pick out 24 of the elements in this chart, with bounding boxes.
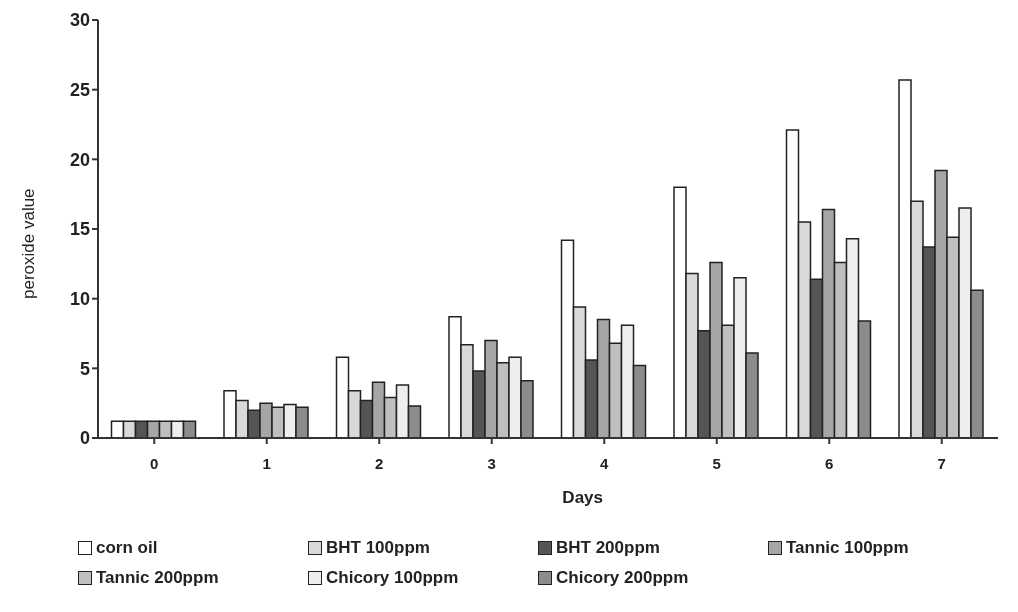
y-tick-label: 25 — [69, 80, 90, 101]
x-tick-label: 2 — [375, 454, 384, 472]
y-axis-title: peroxide value — [19, 188, 39, 299]
x-axis-title: Days — [562, 488, 603, 507]
x-tick-label: 0 — [150, 454, 159, 472]
legend-label: Tannic 200ppm — [96, 568, 219, 588]
x-tick-label: 3 — [487, 454, 496, 472]
y-tick-label: 0 — [79, 428, 90, 449]
legend-label: BHT 200ppm — [556, 538, 660, 558]
y-tick-label: 20 — [69, 149, 90, 170]
y-tick-label: 15 — [69, 219, 90, 240]
legend-label: Chicory 200ppm — [556, 568, 689, 588]
y-tick-label: 5 — [79, 358, 90, 379]
x-tick-label: 1 — [262, 454, 271, 472]
legend-label: corn oil — [96, 538, 158, 558]
y-tick-label: 10 — [69, 289, 90, 310]
x-tick-label: 7 — [937, 454, 946, 472]
x-tick-label: 5 — [712, 454, 721, 472]
x-tick-label: 6 — [825, 454, 834, 472]
y-tick-label: 30 — [69, 10, 90, 31]
x-tick-label: 4 — [600, 454, 610, 472]
legend-label: Tannic 100ppm — [786, 538, 909, 558]
legend-label: BHT 100ppm — [326, 538, 430, 558]
legend-label: Chicory 100ppm — [326, 568, 459, 588]
